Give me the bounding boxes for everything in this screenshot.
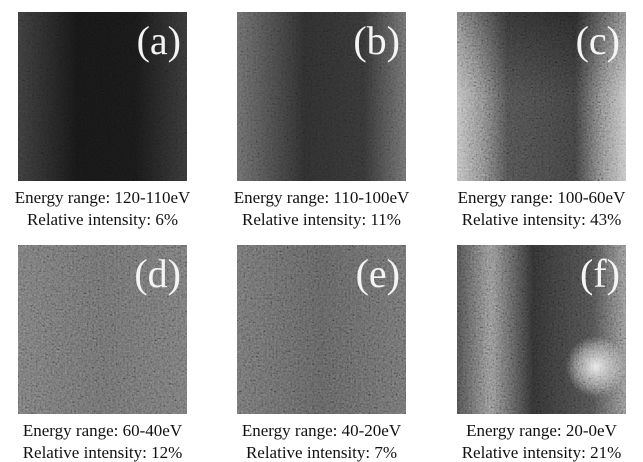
energy-range: Energy range: 110-100eV <box>234 188 410 207</box>
energy-range: Energy range: 60-40eV <box>23 421 183 440</box>
panel-label: (b) <box>353 18 400 63</box>
relative-intensity: Relative intensity: 43% <box>462 210 622 229</box>
relative-intensity: Relative intensity: 21% <box>462 443 622 462</box>
energy-range: Energy range: 20-0eV <box>466 421 617 440</box>
panel-label: (a) <box>137 18 181 63</box>
relative-intensity: Relative intensity: 6% <box>27 210 178 229</box>
panel: (c) Energy range: 100-60eV Relative intens… <box>457 12 626 229</box>
relative-intensity: Relative intensity: 7% <box>246 443 397 462</box>
panel-label: (f) <box>580 251 620 296</box>
panel: (a) Energy range: 120-110eV Relative inten… <box>15 12 191 229</box>
energy-range: Energy range: 100-60eV <box>458 188 626 207</box>
energy-range: Energy range: 40-20eV <box>242 421 402 440</box>
panel-label: (e) <box>356 251 400 296</box>
energy-range: Energy range: 120-110eV <box>15 188 191 207</box>
relative-intensity: Relative intensity: 11% <box>242 210 401 229</box>
panel: (e) Energy range: 40-20eV Relative intensi… <box>237 245 406 462</box>
panel-label: (d) <box>134 251 181 296</box>
panel: (b) Energy range: 110-100eV Relative inten… <box>234 12 410 229</box>
panel-label: (c) <box>576 18 620 63</box>
relative-intensity: Relative intensity: 12% <box>23 443 183 462</box>
panel: (d) Energy range: 60-40eV Relative intensi… <box>18 245 187 462</box>
figure: (a) Energy range: 120-110eV Relative inten… <box>0 0 643 462</box>
panel: (f) Energy range: 20-0eV Relative intensit… <box>457 245 626 462</box>
page: (a) Energy range: 120-110eV Relative inten… <box>0 0 643 462</box>
